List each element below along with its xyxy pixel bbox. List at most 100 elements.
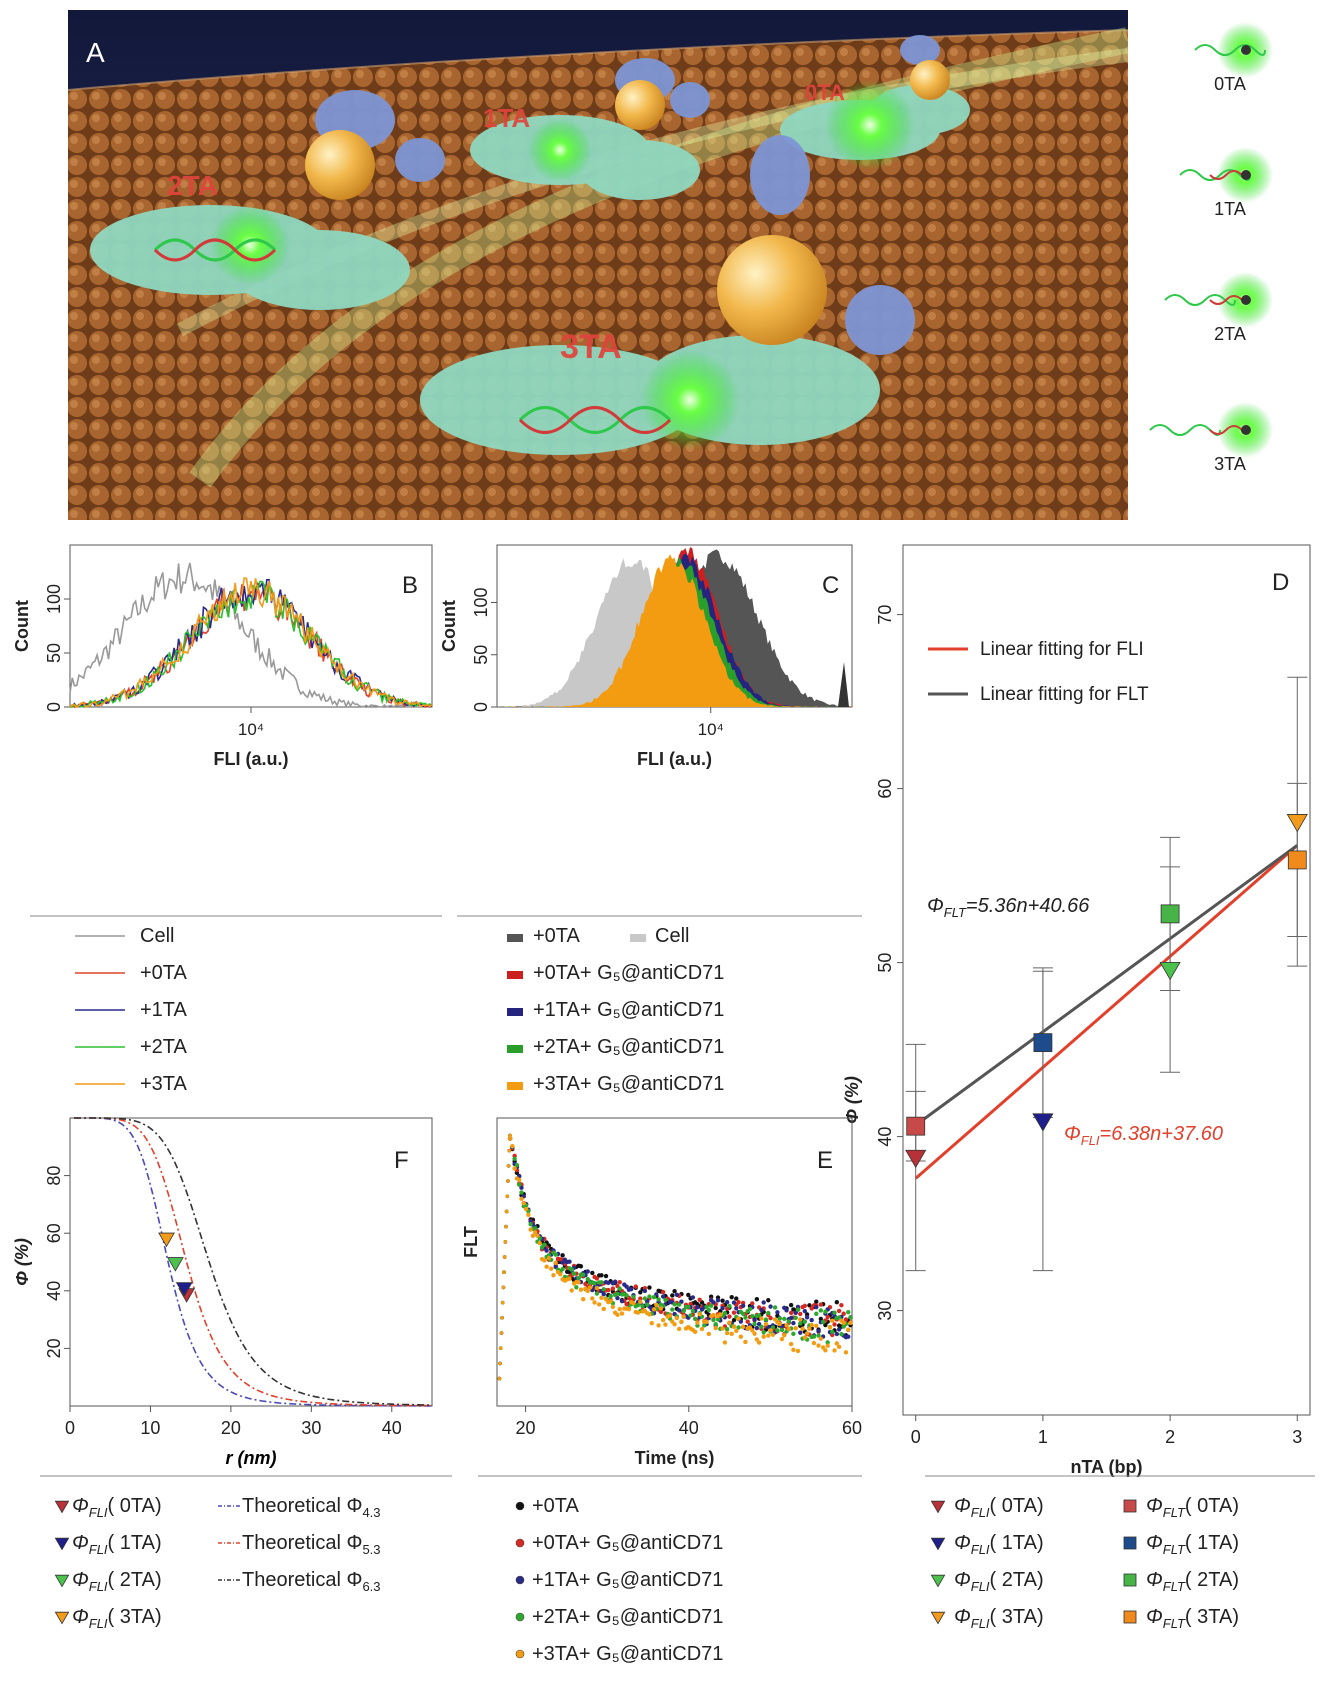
- decay-point: [560, 1266, 565, 1272]
- decay-point: [718, 1312, 723, 1317]
- phi-subscript: FLI: [971, 1616, 990, 1631]
- decay-point: [827, 1325, 833, 1330]
- curve-subscript: 5.3: [362, 1542, 380, 1557]
- legend-label: +1TA: [140, 999, 188, 1021]
- dna-strand-icon: [1209, 295, 1243, 305]
- decay-point: [567, 1259, 572, 1264]
- decay-point: [660, 1289, 666, 1295]
- x-tick-label: 40: [679, 1418, 699, 1438]
- decay-point: [846, 1334, 851, 1339]
- decay-point: [688, 1313, 693, 1318]
- decay-point: [830, 1318, 835, 1323]
- decay-point: [793, 1326, 798, 1331]
- decay-point: [576, 1275, 581, 1281]
- dna-strand-icon: [153, 238, 672, 434]
- decay-point: [743, 1315, 748, 1320]
- legend-label: +0TA+ G₅@antiCD71: [533, 962, 724, 984]
- side-label: 0TA: [1214, 74, 1246, 94]
- decay-point: [768, 1304, 773, 1309]
- decay-point: [528, 1227, 533, 1232]
- decay-point: [788, 1341, 794, 1347]
- decay-point: [697, 1297, 702, 1303]
- legend-label: ΦFLI( 2TA): [72, 1569, 162, 1594]
- legend-swatch: [507, 1045, 523, 1053]
- x-tick-label: 2: [1165, 1427, 1175, 1447]
- decay-point: [704, 1319, 709, 1325]
- y-tick-label: 100: [471, 587, 491, 617]
- triangle-down-marker: [905, 1149, 927, 1169]
- x-tick-label: 20: [221, 1418, 241, 1438]
- fit-line: [914, 844, 1299, 1180]
- decay-point: [843, 1317, 849, 1322]
- decay-point: [775, 1310, 780, 1315]
- decay-point: [715, 1298, 721, 1303]
- decay-point: [658, 1309, 664, 1315]
- decay-point: [843, 1350, 849, 1355]
- decay-point: [498, 1346, 503, 1350]
- decay-point: [601, 1306, 606, 1312]
- decay-point: [793, 1315, 798, 1320]
- decay-point: [695, 1304, 700, 1310]
- legend-label: +0TA+ G₅@antiCD71: [532, 1532, 723, 1554]
- decay-point: [759, 1307, 764, 1313]
- decay-point: [574, 1285, 579, 1290]
- decay-point: [569, 1288, 574, 1293]
- decay-point: [640, 1304, 645, 1309]
- decay-point: [638, 1290, 643, 1295]
- decay-point: [631, 1294, 636, 1300]
- decay-point: [674, 1315, 680, 1321]
- legend-label: +1TA+ G₅@antiCD71: [532, 1569, 723, 1591]
- decay-point: [642, 1288, 648, 1294]
- y-tick-label: 40: [44, 1281, 64, 1301]
- decay-point: [658, 1306, 664, 1311]
- plot-frame: [902, 544, 1311, 1416]
- decay-point: [670, 1293, 675, 1298]
- legend-square-marker: [1123, 1573, 1137, 1587]
- decay-point: [578, 1264, 584, 1269]
- decay-point: [777, 1316, 782, 1321]
- legend-label: Cell: [140, 925, 174, 947]
- phi-subscript: FLI: [89, 1505, 108, 1520]
- side-label: 2TA: [1214, 324, 1246, 344]
- decay-point: [841, 1320, 846, 1326]
- x-axis-label: r (nm): [226, 1448, 277, 1468]
- triangle-down-marker: [1286, 814, 1308, 833]
- decay-point: [635, 1310, 641, 1315]
- decay-point: [766, 1298, 771, 1303]
- decay-point: [697, 1311, 702, 1317]
- plot-frame: [496, 1117, 853, 1407]
- phi-symbol: Φ: [954, 1569, 971, 1591]
- decay-point: [788, 1302, 794, 1308]
- legend-label: Linear fitting for FLT: [980, 684, 1149, 705]
- x-tick-label: 10: [140, 1418, 160, 1438]
- decay-point: [506, 1179, 510, 1183]
- decay-point: [610, 1304, 616, 1310]
- legend-label: ΦFLI( 1TA): [72, 1532, 162, 1557]
- panel-letter: D: [1272, 569, 1289, 596]
- decay-point: [713, 1322, 718, 1327]
- decay-point: [638, 1299, 643, 1304]
- decay-point: [546, 1255, 552, 1261]
- label-tail: ( 1TA): [1185, 1532, 1239, 1554]
- decay-point: [569, 1267, 574, 1272]
- decay-point: [615, 1291, 620, 1296]
- decay-point: [740, 1324, 746, 1330]
- phi-subscript: FLT: [944, 905, 967, 920]
- decay-point: [548, 1266, 554, 1271]
- decay-point: [798, 1311, 803, 1317]
- decay-point: [585, 1276, 590, 1282]
- legend-dot-marker: [515, 1612, 525, 1622]
- decay-point: [542, 1242, 547, 1247]
- decay-point: [585, 1269, 590, 1274]
- decay-point: [624, 1284, 629, 1289]
- y-axis-label: FLT: [461, 1226, 481, 1258]
- panel-letter: E: [817, 1147, 833, 1174]
- legend-square-marker: [1123, 1499, 1137, 1513]
- legend-label: +3TA+ G₅@antiCD71: [532, 1643, 723, 1665]
- dye-dot-icon: [1241, 295, 1251, 305]
- decay-point: [585, 1288, 590, 1294]
- legend-swatch: [507, 934, 523, 942]
- phi-symbol: Φ: [72, 1569, 89, 1591]
- decay-point: [779, 1336, 785, 1342]
- decay-point: [720, 1298, 725, 1303]
